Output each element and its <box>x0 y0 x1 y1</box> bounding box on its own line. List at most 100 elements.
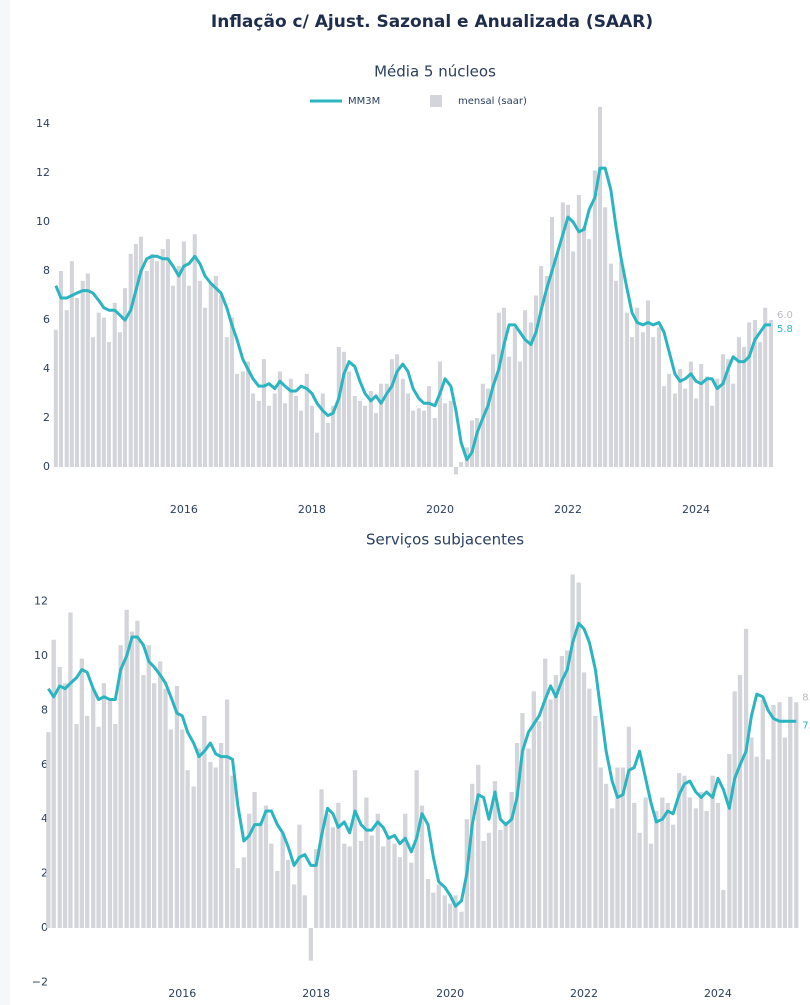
bar <box>421 410 427 467</box>
bar <box>192 234 197 467</box>
bar <box>297 824 302 928</box>
end-label: 8.3 <box>802 692 810 703</box>
bar <box>400 378 405 467</box>
bar <box>90 337 96 467</box>
bar <box>794 702 799 928</box>
bar <box>118 645 123 928</box>
bar <box>693 808 698 928</box>
bar <box>85 273 90 467</box>
bar <box>208 762 213 928</box>
bar <box>304 373 309 467</box>
x-tick-label: 2024 <box>704 987 732 1000</box>
bar <box>539 266 544 467</box>
bar <box>624 312 629 467</box>
bar <box>615 767 620 928</box>
bar <box>749 737 754 928</box>
y-tick-label: −2 <box>32 975 48 988</box>
bar <box>710 405 715 467</box>
bar <box>496 312 501 467</box>
y-tick-label: 6 <box>41 758 48 771</box>
bar <box>180 729 185 928</box>
bar <box>240 371 245 467</box>
y-tick-label: 4 <box>41 812 48 825</box>
bar <box>694 398 699 467</box>
bar <box>565 204 571 467</box>
bar <box>603 207 608 468</box>
page-title: Inflação c/ Ajust. Sazonal e Anualizada … <box>211 12 653 32</box>
bar <box>141 675 146 928</box>
bar <box>368 391 373 467</box>
bar <box>405 393 411 467</box>
line <box>47 621 797 908</box>
bar <box>469 420 475 467</box>
bar <box>486 832 492 928</box>
bar <box>319 789 324 928</box>
bar <box>727 753 732 928</box>
bar <box>168 729 174 928</box>
bar <box>507 356 512 467</box>
bar <box>280 832 285 928</box>
bar <box>432 418 437 467</box>
bar <box>381 846 386 928</box>
bar <box>485 388 491 467</box>
bar <box>213 275 218 467</box>
bar <box>782 737 788 928</box>
bar <box>771 704 776 928</box>
legend-swatch <box>430 95 442 107</box>
y-tick-label: 12 <box>34 595 48 608</box>
bar <box>443 403 448 467</box>
bar <box>74 297 80 467</box>
bar <box>699 791 704 928</box>
bar <box>442 895 447 928</box>
bar <box>592 170 597 468</box>
x-tick-label: 2018 <box>298 503 326 516</box>
bar <box>364 797 369 928</box>
bar <box>514 743 520 928</box>
bar <box>480 383 485 467</box>
bar <box>447 903 453 928</box>
bar <box>688 361 693 467</box>
bar <box>341 351 346 467</box>
bar <box>501 307 507 467</box>
bar <box>565 650 570 928</box>
bar <box>160 248 165 467</box>
bar <box>74 724 79 928</box>
bar <box>667 373 672 467</box>
bar <box>549 217 555 467</box>
y-tick-label: 10 <box>36 215 50 228</box>
bar <box>369 835 374 928</box>
bar <box>629 337 635 467</box>
bar <box>498 830 503 928</box>
bar <box>654 811 659 928</box>
bar <box>403 813 408 928</box>
bar <box>517 361 523 467</box>
legend-label: mensal (saar) <box>458 96 527 107</box>
bar <box>587 688 592 928</box>
bar <box>656 327 661 467</box>
y-tick-label: 4 <box>43 362 50 375</box>
bar <box>224 699 230 928</box>
bar <box>732 691 737 928</box>
bar <box>397 857 403 928</box>
bar <box>608 263 613 467</box>
bar <box>481 840 486 928</box>
bar <box>523 310 528 467</box>
bar <box>610 808 615 928</box>
bar <box>576 582 581 928</box>
bar <box>79 658 84 928</box>
bar <box>117 332 122 467</box>
bar <box>252 791 257 928</box>
bar <box>250 393 256 467</box>
bar <box>416 408 421 467</box>
bar <box>437 361 443 467</box>
bar <box>512 327 517 467</box>
bar <box>645 300 651 467</box>
bar <box>181 241 186 467</box>
bar <box>352 770 358 928</box>
bar <box>124 609 129 928</box>
bar <box>476 764 481 928</box>
bar <box>766 759 771 928</box>
bar <box>715 378 720 467</box>
bar <box>96 726 101 928</box>
subplot-title: Média 5 núcleos <box>374 63 496 81</box>
